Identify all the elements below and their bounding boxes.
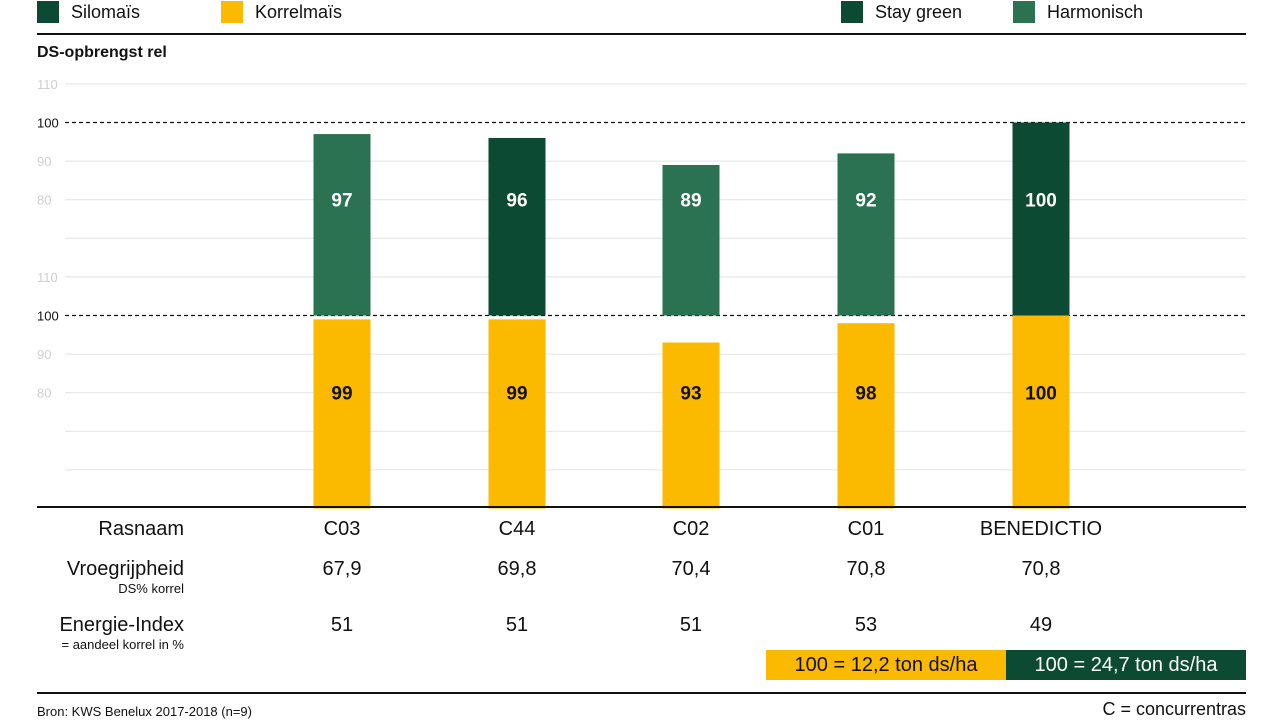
bar-siloma-s-benedictio	[1012, 122, 1070, 316]
source-note: Bron: KWS Benelux 2017-2018 (n=9)	[37, 704, 252, 719]
bar-korrelma-s-c44	[488, 319, 546, 509]
data-label-siloma-s-c01: 92	[855, 191, 876, 212]
legend-silomais: Silomaïs	[37, 0, 140, 24]
data-label-korrelma-s-c01: 98	[855, 384, 876, 405]
cell-rasnaam-benedictio: BENEDICTIO	[979, 518, 1103, 540]
cell-energie-c02: 51	[679, 614, 703, 636]
data-label-korrelma-s-benedictio: 100	[1025, 384, 1057, 405]
cell-vroegrijpheid-c01: 70,8	[846, 558, 886, 580]
y-tick-korrelma-s-100: 100	[37, 309, 59, 324]
y-tick-siloma-s-90: 90	[37, 154, 51, 169]
legend-swatch-korrelmais	[221, 1, 243, 23]
cell-vroegrijpheid-c44: 69,8	[497, 558, 537, 580]
cell-energie-c03: 51	[330, 614, 354, 636]
bar-korrelma-s-benedictio	[1012, 315, 1070, 509]
legend-swatch-silomais	[37, 1, 59, 23]
legend-swatch-stay-green	[841, 1, 863, 23]
cell-rasnaam-c01: C01	[847, 518, 885, 540]
cell-vroegrijpheid-c03: 67,9	[322, 558, 362, 580]
bar-siloma-s-c03	[313, 134, 371, 316]
bar-siloma-s-c01	[837, 153, 895, 316]
data-label-siloma-s-benedictio: 100	[1025, 191, 1057, 212]
row-sub-vroegrijpheid: DS% korrel	[118, 581, 184, 596]
reference-box-silo: 100 = 24,7 ton ds/ha	[1006, 650, 1246, 680]
bottom-rule	[37, 692, 1246, 694]
y-tick-korrelma-s-80: 80	[37, 386, 51, 401]
legend-swatch-harmonisch	[1013, 1, 1035, 23]
data-label-siloma-s-c03: 97	[331, 191, 352, 212]
chart-baseline	[37, 506, 1246, 508]
y-tick-korrelma-s-90: 90	[37, 347, 51, 362]
legend-label-stay-green: Stay green	[875, 1, 963, 22]
data-label-korrelma-s-c02: 93	[680, 384, 701, 405]
bar-siloma-s-c44	[488, 137, 546, 316]
bar-chart: 80 90 100 110 97 96 89 92 100 80 90 100 110 99 99 93 98 1…	[37, 77, 1246, 509]
cell-energie-c44: 51	[505, 614, 529, 636]
label-layer: 80 90 100 110 97 96 89 92 100 80 90 100 110 99 99 93 98 1…	[37, 77, 1057, 405]
data-label-korrelma-s-c44: 99	[506, 384, 527, 405]
reference-box-korrel: 100 = 12,2 ton ds/ha	[766, 650, 1006, 680]
y-axis-label: DS-opbrengst rel	[37, 44, 167, 61]
bar-korrelma-s-c02	[662, 342, 720, 509]
bar-siloma-s-c02	[662, 164, 720, 316]
bar-korrelma-s-c01	[837, 323, 895, 509]
y-tick-siloma-s-100: 100	[37, 116, 59, 131]
legend-stay-green: Stay green	[841, 0, 962, 24]
data-label-korrelma-s-c03: 99	[331, 384, 352, 405]
row-label-vroegrijpheid: Vroegrijpheid	[66, 558, 184, 580]
y-tick-siloma-s-110: 110	[37, 77, 58, 92]
top-rule	[37, 33, 1246, 35]
row-sub-energie-index: = aandeel korrel in %	[61, 637, 185, 652]
cell-rasnaam-c03: C03	[323, 518, 361, 540]
cell-energie-benedictio: 49	[1029, 614, 1053, 636]
bar-layer	[313, 122, 1070, 509]
y-tick-siloma-s-80: 80	[37, 193, 51, 208]
data-label-siloma-s-c44: 96	[506, 191, 527, 212]
cell-vroegrijpheid-c02: 70,4	[671, 558, 711, 580]
cell-vroegrijpheid-benedictio: 70,8	[1021, 558, 1061, 580]
cell-energie-c01: 53	[854, 614, 878, 636]
cell-rasnaam-c44: C44	[498, 518, 536, 540]
legend-label-korrelmais: Korrelmaïs	[255, 1, 343, 22]
cell-rasnaam-c02: C02	[672, 518, 710, 540]
legend-label-harmonisch: Harmonisch	[1047, 1, 1144, 22]
legend-korrelmais: Korrelmaïs	[221, 0, 342, 24]
legend-note: C = concurrentras	[1102, 699, 1246, 719]
legend-harmonisch: Harmonisch	[1013, 0, 1143, 24]
y-tick-korrelma-s-110: 110	[37, 270, 58, 285]
row-label-energie-index: Energie-Index	[59, 614, 184, 636]
row-label-rasnaam: Rasnaam	[98, 518, 184, 540]
data-label-siloma-s-c02: 89	[680, 191, 701, 212]
legend-label-silomais: Silomaïs	[71, 1, 141, 22]
bar-korrelma-s-c03	[313, 319, 371, 509]
